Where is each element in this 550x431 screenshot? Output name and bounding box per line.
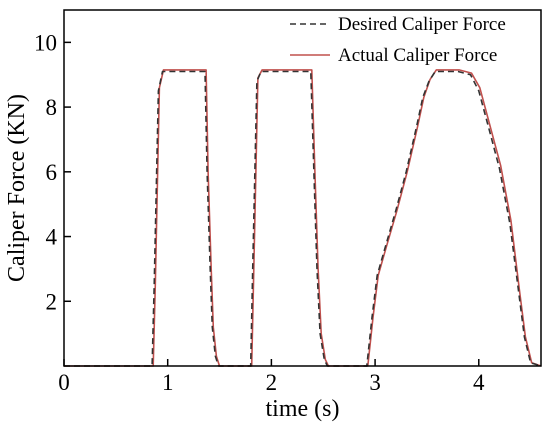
x-tick-label: 0 xyxy=(58,370,70,395)
series-layer xyxy=(64,69,542,367)
x-tick-label: 1 xyxy=(162,370,174,395)
legend-label-desired: Desired Caliper Force xyxy=(338,14,506,35)
y-tick-label: 8 xyxy=(46,95,58,120)
y-tick-label: 10 xyxy=(34,30,57,55)
x-tick-label: 3 xyxy=(369,370,381,395)
series-line-desired xyxy=(64,70,542,367)
legend-label-actual: Actual Caliper Force xyxy=(338,45,497,66)
y-tick-label: 4 xyxy=(46,225,58,250)
x-tick-label: 4 xyxy=(473,370,485,395)
y-tick-label: 6 xyxy=(46,160,58,185)
y-tick-label: 2 xyxy=(46,289,58,314)
x-tick-label: 2 xyxy=(266,370,278,395)
plot-frame xyxy=(63,9,542,367)
x-axis-title: time (s) xyxy=(266,396,340,422)
legend: Desired Caliper Force Actual Caliper Forc… xyxy=(290,14,506,66)
series-line-actual xyxy=(64,69,542,367)
y-axis-title: Caliper Force (KN) xyxy=(4,94,30,282)
ticks-layer: 0 1 2 3 4 2 4 6 8 10 xyxy=(34,30,485,395)
